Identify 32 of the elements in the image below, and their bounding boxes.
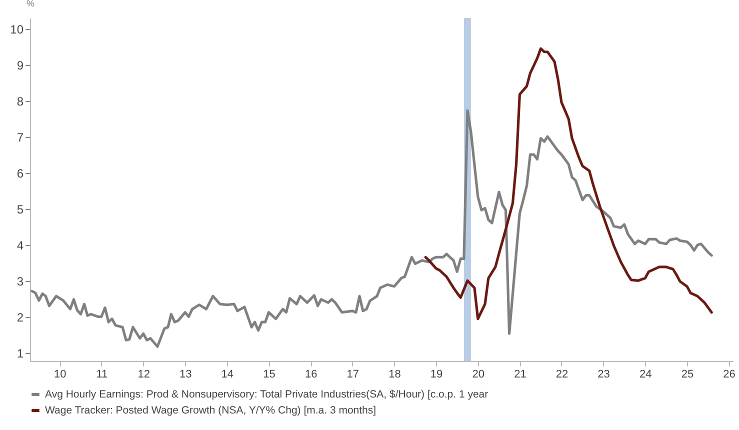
x-tick-label: 25 (681, 368, 694, 380)
x-tick-label: 17 (346, 368, 360, 380)
y-axis-title: % (26, 0, 35, 8)
x-tick-label: 18 (388, 368, 401, 380)
legend-label: Wage Tracker: Posted Wage Growth (NSA, Y/Y% Chg) [m.a. 3 months] (45, 404, 376, 416)
y-tick-label: 8 (16, 94, 24, 108)
x-tick-label: 21 (514, 368, 526, 380)
x-tick-label: 12 (138, 368, 150, 380)
y-tick-label: 2 (16, 310, 24, 325)
x-tick-label: 20 (472, 368, 485, 380)
x-tick-label: 10 (54, 368, 66, 380)
line-series (424, 47, 713, 320)
y-tick-label: 1 (16, 346, 24, 361)
x-tick-label: 24 (640, 368, 652, 380)
y-tick-label: 9 (16, 58, 24, 72)
y-tick-label: 5 (16, 202, 24, 216)
x-tick-label: 11 (96, 368, 108, 380)
y-tick-label: 10 (10, 22, 24, 36)
x-tick-label: 13 (180, 368, 192, 380)
x-tick-label: 26 (723, 368, 736, 380)
y-tick-label: 7 (16, 130, 24, 144)
x-tick-label: 16 (305, 368, 318, 380)
x-tick-label: 15 (263, 368, 276, 380)
x-tick-label: 19 (430, 368, 443, 380)
legend-label: Avg Hourly Earnings: Prod & Nonsupervisory: Total Private Industries(SA, $/Hour) [c.o.p. 1 year (45, 388, 489, 400)
x-tick-label: 23 (598, 368, 610, 380)
x-tick-label: 22 (556, 368, 568, 380)
y-tick-label: 6 (16, 166, 24, 180)
x-tick-label: 14 (221, 368, 234, 380)
y-tick-label: 4 (16, 238, 24, 252)
line-series (30, 109, 713, 348)
y-tick-label: 3 (16, 274, 24, 289)
